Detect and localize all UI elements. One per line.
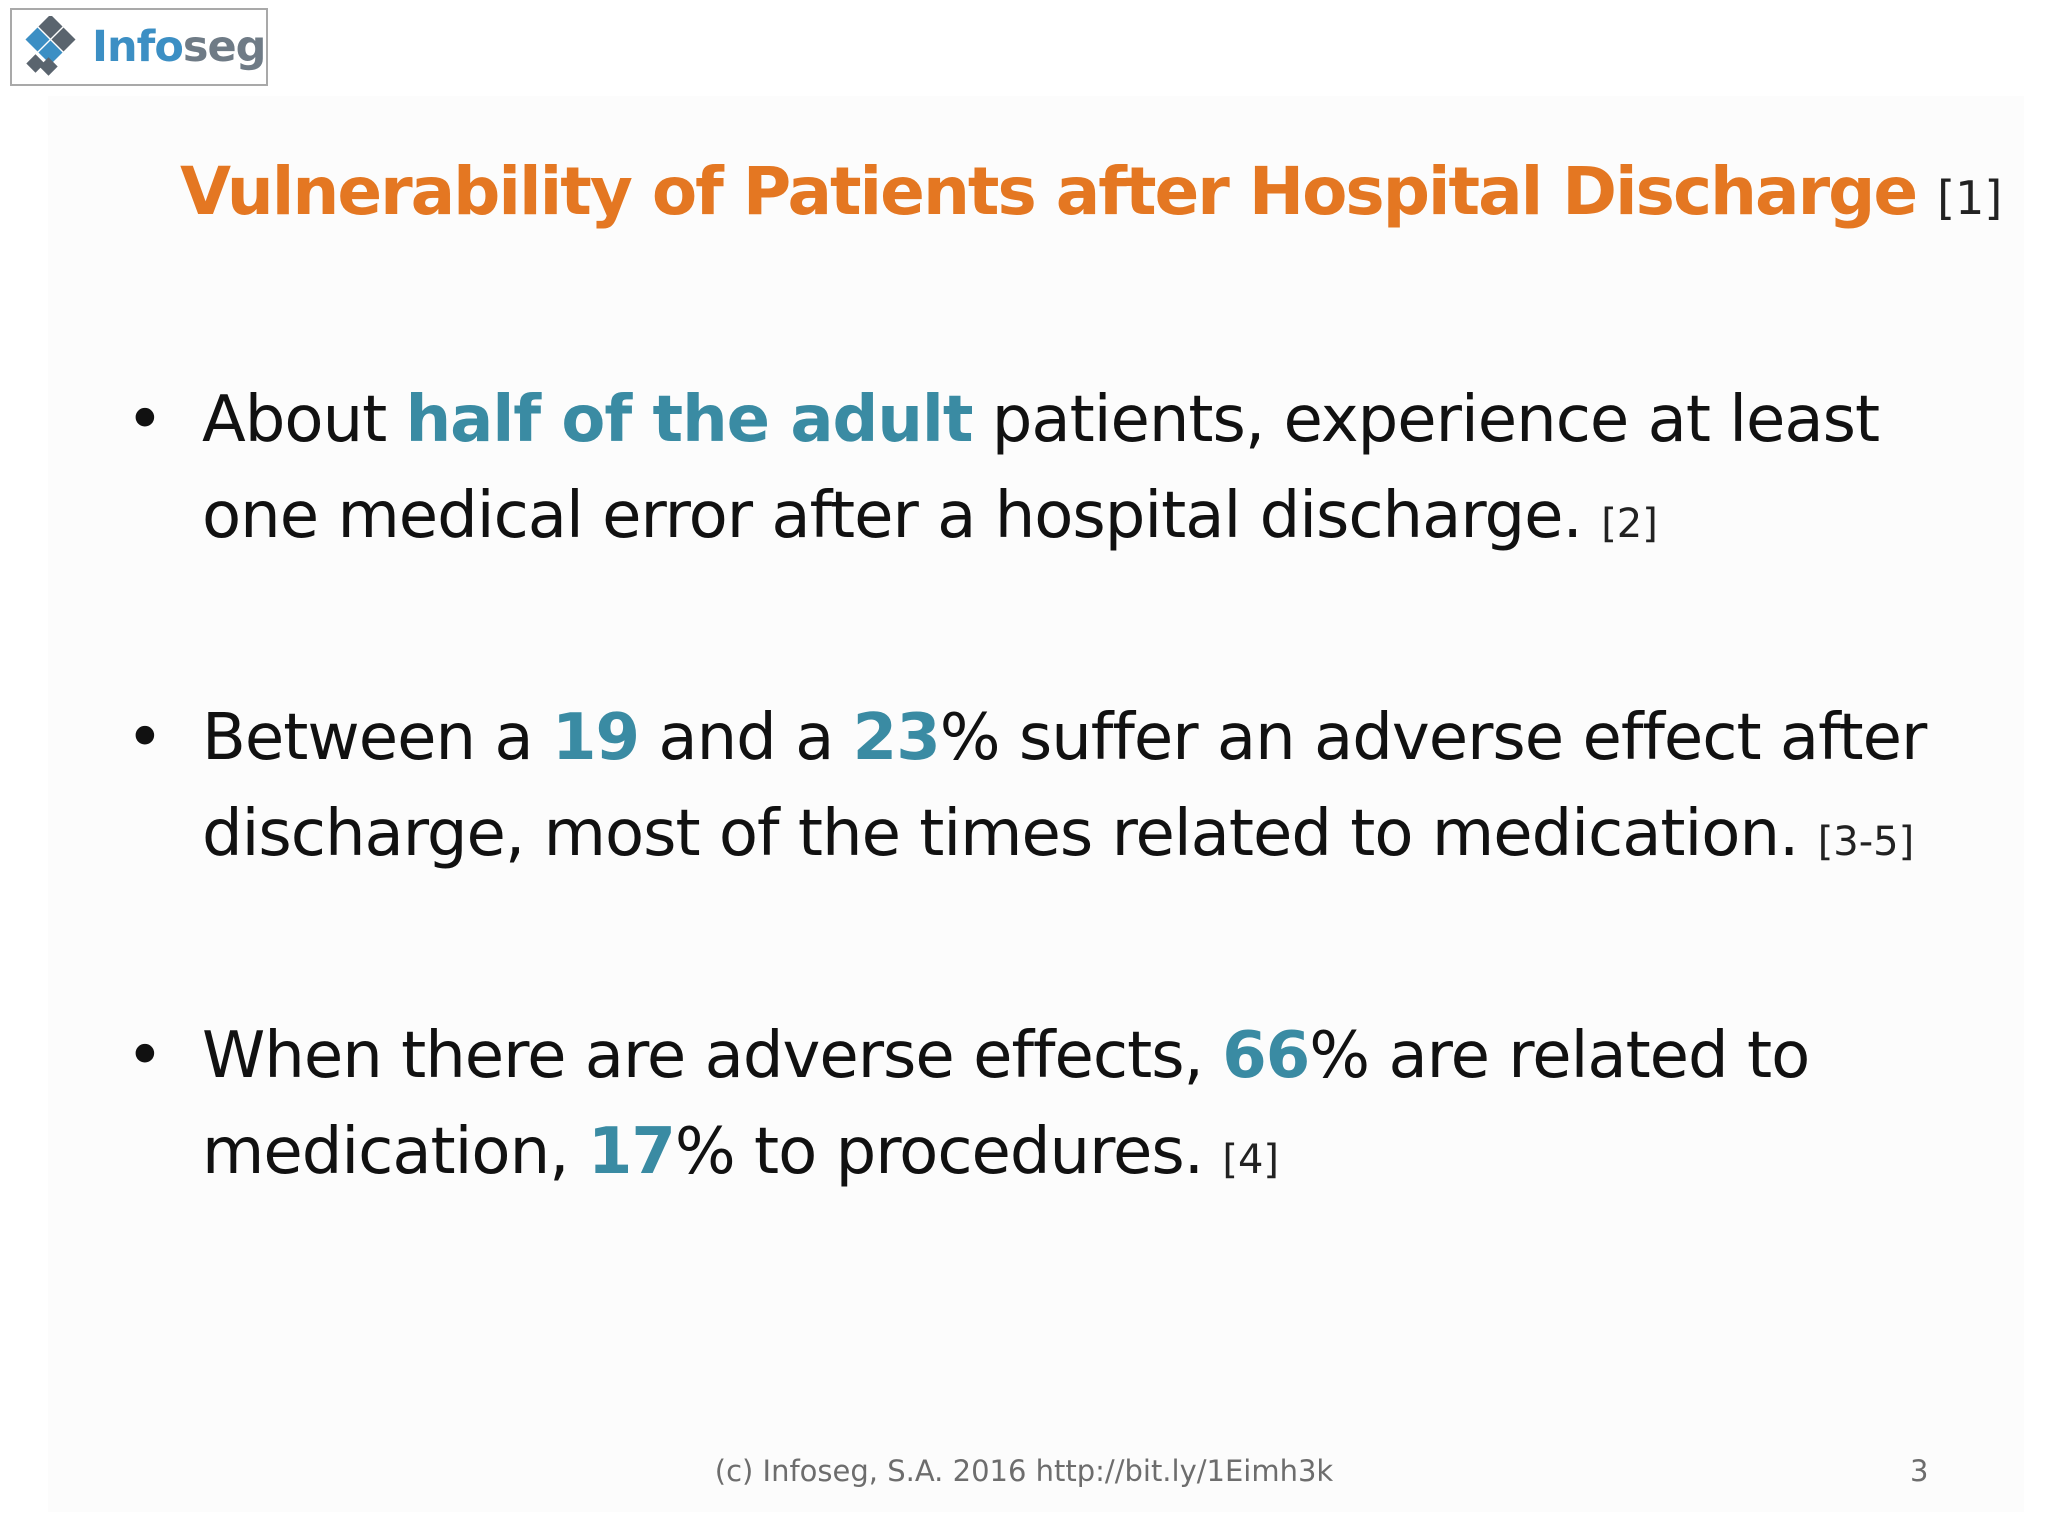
diamond-grid-logo-icon	[25, 16, 76, 76]
bullet-2-citation: [3-5]	[1817, 819, 1915, 865]
bullet-3-text-after: % to procedures.	[674, 1115, 1204, 1189]
slide-title-text: Vulnerability of Patients after Hospital…	[180, 153, 1918, 230]
bullet-3-text-middle: % are related to medication,	[202, 1019, 1810, 1189]
title-reference: [1]	[1937, 171, 2003, 225]
bullet-dot: •	[126, 1019, 164, 1093]
bullet-2-text-middle: and a	[639, 701, 853, 775]
bullet-item-2: • Between a 19 and a 23% suffer an adver…	[118, 690, 1938, 890]
slide-background	[48, 96, 2024, 1512]
bullet-dot: •	[126, 701, 164, 775]
bullet-1-text-before: About	[202, 383, 406, 457]
bullet-3-highlight-1: 66	[1222, 1019, 1310, 1093]
bullet-2-text-before: Between a	[202, 701, 552, 775]
bullet-3-highlight-2: 17	[587, 1115, 676, 1189]
slide-footer: (c) Infoseg, S.A. 2016 http://bit.ly/1Ei…	[714, 1454, 1334, 1488]
page-number: 3	[1910, 1454, 1929, 1488]
bullet-item-3: • When there are adverse effects, 66% ar…	[118, 1008, 1938, 1208]
bullet-1-highlight: half of the adult	[405, 383, 974, 457]
bullet-3-text-before: When there are adverse effects,	[202, 1019, 1223, 1093]
bullet-dot: •	[126, 383, 164, 457]
bullet-1-citation: [2]	[1601, 501, 1658, 547]
bullet-2-highlight-1: 19	[551, 701, 640, 775]
bullet-2-highlight-2: 23	[852, 701, 941, 775]
bullet-list: • About half of the adult patients, expe…	[118, 372, 1938, 1208]
bullet-3-citation: [4]	[1222, 1137, 1280, 1183]
logo-text-seg: seg	[182, 21, 267, 72]
logo-text: Infoseg	[92, 25, 266, 69]
infoseg-logo: Infoseg	[10, 8, 268, 86]
bullet-1-text-after: patients, experience at least one medica…	[202, 383, 1880, 553]
logo-text-info: Info	[92, 21, 184, 72]
slide-title: Vulnerability of Patients after Hospital…	[180, 152, 2002, 238]
bullet-2-text-after: % suffer an adverse effect after dischar…	[202, 701, 1927, 871]
bullet-item-1: • About half of the adult patients, expe…	[118, 372, 1938, 572]
